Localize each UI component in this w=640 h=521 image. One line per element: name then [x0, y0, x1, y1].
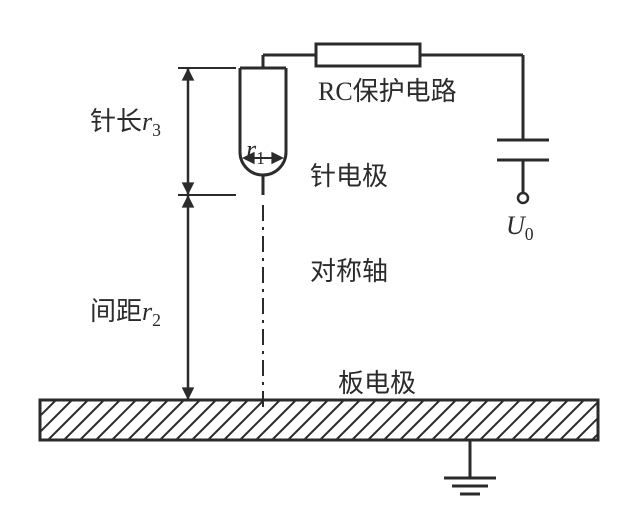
label-rc-protect: RC保护电路	[318, 77, 457, 106]
label-symmetry-axis: 对称轴	[310, 257, 388, 286]
label-r1: r1	[246, 135, 265, 168]
u0-terminal	[518, 193, 528, 203]
label-needle-electrode: 针电极	[310, 162, 388, 191]
label-plate-electrode: 板电极	[338, 369, 416, 398]
label-gap-r2: 间距r2	[90, 297, 161, 330]
plate-electrode	[0, 400, 640, 440]
resistor	[316, 44, 420, 66]
label-needle-length-r3: 针长r3	[90, 107, 161, 140]
label-u0: U0	[506, 211, 534, 244]
